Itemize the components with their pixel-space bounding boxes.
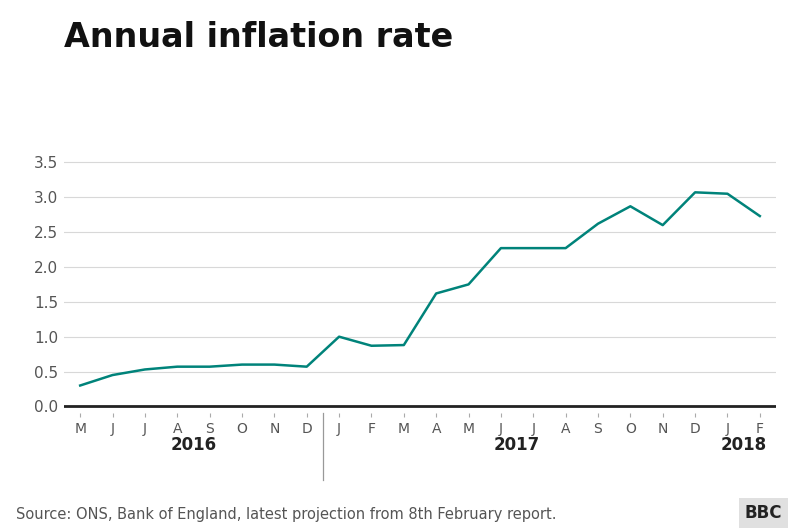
Text: 2016: 2016 [170,436,217,454]
Text: Annual inflation rate: Annual inflation rate [64,21,454,54]
Text: BBC: BBC [745,504,782,522]
Text: Source: ONS, Bank of England, latest projection from 8th February report.: Source: ONS, Bank of England, latest pro… [16,507,557,522]
Text: 2017: 2017 [494,436,540,454]
Text: 2018: 2018 [721,436,766,454]
